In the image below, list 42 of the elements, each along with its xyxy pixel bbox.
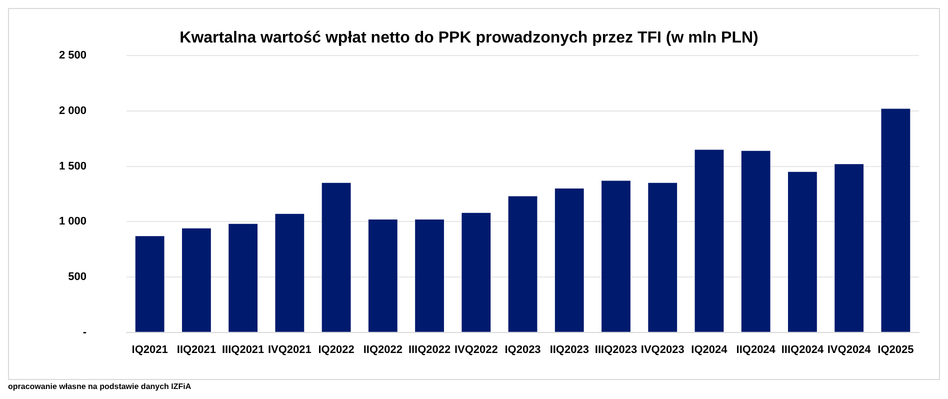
- x-tick-label: IVQ2022: [454, 344, 498, 356]
- x-tick-label: IVQ2023: [640, 344, 684, 356]
- x-tick-label: IIQ2021: [176, 344, 216, 356]
- x-tick-label: IIIQ2024: [781, 344, 824, 356]
- x-tick-label: IIQ2024: [736, 344, 776, 356]
- bar: [415, 219, 444, 332]
- bar: [462, 212, 491, 332]
- x-tick-label: IVQ2024: [827, 344, 872, 356]
- text: opracowanie własne na podstawie danych IZFiA: [8, 382, 192, 391]
- y-tick-label: 1 000: [58, 216, 87, 228]
- y-tick-label: 2 000: [58, 104, 87, 117]
- bar: [508, 196, 538, 332]
- x-tick-label: IIQ2023: [550, 344, 589, 356]
- bar: [694, 150, 724, 332]
- bar: [228, 224, 258, 332]
- bar: [182, 228, 211, 332]
- y-tick-label: 2 500: [58, 50, 87, 62]
- x-tick-label: IQ2024: [691, 344, 728, 356]
- x-tick-label: IIIQ2023: [594, 344, 638, 356]
- x-tick-label: IIIQ2022: [408, 344, 451, 356]
- bar: [834, 164, 864, 332]
- y-tick-label: 1 500: [58, 160, 87, 172]
- y-tick-label: 500: [68, 271, 87, 284]
- x-tick-label: IQ2022: [318, 344, 354, 356]
- x-tick-label: IQ2023: [504, 344, 541, 356]
- chart-title: Kwartalna wartość wpłat netto do PPK prowadzonych przez TFI (w mln PLN): [180, 29, 758, 46]
- bar: [881, 108, 910, 332]
- bar: [648, 182, 678, 332]
- bar: [602, 180, 630, 332]
- bar: [741, 150, 770, 332]
- bar: [788, 172, 817, 332]
- x-tick-label: IVQ2021: [268, 344, 312, 356]
- x-tick-label: IQ2021: [132, 344, 168, 356]
- bar: [135, 236, 164, 332]
- x-tick-label: IIIQ2021: [222, 344, 264, 356]
- bar: [554, 188, 584, 332]
- bar: [275, 214, 304, 332]
- y-tick-label: -: [82, 326, 87, 338]
- bar: [322, 182, 351, 332]
- bar: [368, 219, 398, 332]
- x-tick-label: IQ2025: [878, 344, 914, 356]
- x-tick-label: IIQ2022: [363, 344, 402, 356]
